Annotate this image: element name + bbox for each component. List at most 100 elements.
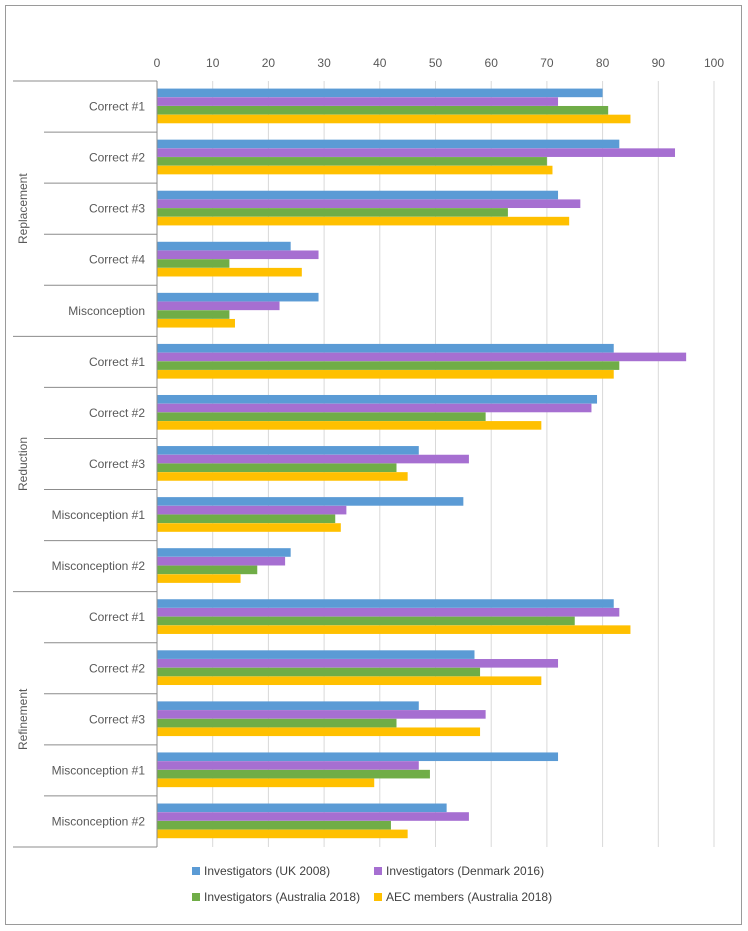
group-label: Refinement: [16, 688, 30, 750]
bar: [157, 812, 469, 821]
legend-swatch-aec: [374, 893, 382, 901]
x-tick-label: 20: [262, 56, 276, 70]
bar: [157, 88, 603, 98]
legend-item-denmark: Investigators (Denmark 2016): [374, 864, 544, 878]
bar: [157, 352, 687, 362]
chart-frame: [5, 5, 742, 925]
bar: [157, 250, 319, 260]
bar: [157, 607, 620, 617]
legend-item-uk: Investigators (UK 2008): [192, 864, 330, 878]
bar: [157, 148, 676, 157]
bar: [157, 820, 391, 830]
bar: [157, 318, 235, 328]
category-label: Correct #1: [89, 100, 145, 114]
category-label: Correct #3: [89, 712, 145, 726]
category-label: Correct #1: [89, 610, 145, 624]
legend-label-aec: AEC members (Australia 2018): [386, 890, 553, 904]
bar: [157, 97, 559, 106]
bar: [157, 105, 609, 115]
bar: [157, 139, 620, 149]
x-tick-label: 90: [652, 56, 666, 70]
bar: [157, 616, 575, 626]
bar: [157, 548, 291, 557]
group-label: Reduction: [16, 437, 30, 491]
bar: [157, 394, 598, 404]
category-label: Correct #3: [89, 202, 145, 216]
category-label: Correct #4: [89, 253, 145, 267]
legend-swatch-uk: [192, 867, 200, 875]
x-tick-label: 60: [485, 56, 499, 70]
bar: [157, 114, 631, 124]
legend-item-aec: AEC members (Australia 2018): [374, 890, 552, 904]
bar: [157, 190, 559, 200]
legend-item-australia: Investigators (Australia 2018): [192, 890, 360, 904]
bar: [157, 463, 397, 473]
bar: [157, 778, 375, 788]
x-tick-label: 70: [540, 56, 554, 70]
bar: [157, 259, 230, 268]
x-tick-label: 30: [317, 56, 331, 70]
category-label: Misconception #1: [52, 508, 146, 522]
bar: [157, 565, 258, 575]
bar: [157, 165, 553, 175]
bar: [157, 301, 280, 311]
category-label: Misconception: [68, 304, 145, 318]
bar: [157, 667, 481, 677]
category-label: Correct #3: [89, 457, 145, 471]
legend-swatch-denmark: [374, 867, 382, 875]
x-tick-label: 0: [154, 56, 161, 70]
bar: [157, 421, 542, 430]
category-label: Misconception #2: [52, 559, 146, 573]
legend-label-australia: Investigators (Australia 2018): [204, 890, 361, 904]
bar: [157, 769, 430, 779]
bar: [157, 157, 547, 166]
x-tick-label: 10: [206, 56, 220, 70]
bar: [157, 505, 347, 515]
bar: [157, 241, 291, 251]
bar: [157, 514, 336, 524]
bar: [157, 574, 241, 583]
bar: [157, 625, 631, 634]
bar: [157, 829, 408, 839]
bar: [157, 412, 486, 421]
category-label: Correct #2: [89, 661, 145, 675]
group-label: Replacement: [16, 173, 30, 244]
bar: [157, 659, 559, 668]
bar: [157, 292, 319, 302]
bar: [157, 599, 614, 608]
bar: [157, 361, 620, 370]
legend-label-denmark: Investigators (Denmark 2016): [386, 864, 545, 878]
legend-label-uk: Investigators (UK 2008): [204, 864, 331, 878]
bar: [157, 446, 419, 455]
bar: [157, 370, 614, 379]
bar: [157, 701, 419, 710]
bar: [157, 676, 542, 686]
x-tick-label: 50: [429, 56, 443, 70]
bar: [157, 343, 614, 353]
bar: [157, 523, 341, 532]
x-tick-label: 80: [596, 56, 610, 70]
x-axis-ticks: 0 10 20 30 40 50 60 70 80 90 100: [154, 56, 725, 70]
x-tick-label: 100: [704, 56, 724, 70]
bar: [157, 216, 570, 226]
bar: [157, 199, 581, 209]
bar: [157, 650, 475, 659]
bar: [157, 208, 508, 217]
bar: [157, 752, 559, 762]
category-label: Correct #2: [89, 406, 145, 420]
legend-swatch-australia: [192, 893, 200, 901]
x-tick-label: 40: [373, 56, 387, 70]
category-label: Correct #1: [89, 355, 145, 369]
bar: [157, 718, 397, 728]
bar: [157, 710, 486, 719]
bar: [157, 310, 230, 319]
bar: [157, 403, 592, 413]
category-label: Misconception #1: [52, 763, 146, 777]
bar: [157, 556, 286, 566]
bar: [157, 472, 408, 481]
bar: [157, 267, 302, 277]
bar: [157, 761, 419, 770]
bars: [157, 88, 687, 839]
bar: [157, 497, 464, 506]
